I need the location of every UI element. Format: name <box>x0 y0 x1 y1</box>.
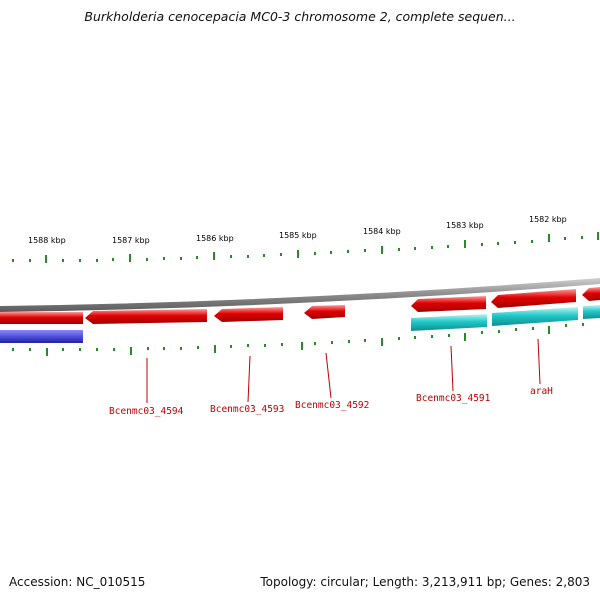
outer-major-ticks <box>45 232 599 263</box>
scale-label: 1583 kbp <box>446 221 484 230</box>
map-title: Burkholderia cenocepacia MC0-3 chromosom… <box>84 9 516 24</box>
gene-arrow[interactable] <box>214 307 283 322</box>
accession-text: Accession: NC_010515 <box>9 575 146 589</box>
scale-label: 1584 kbp <box>363 227 401 236</box>
chromosome-backbone <box>0 278 600 312</box>
gene-arrow[interactable] <box>0 312 83 324</box>
forward-strand-genes <box>0 287 600 324</box>
scale-label: 1588 kbp <box>28 236 66 245</box>
gene-arrow[interactable] <box>411 296 486 312</box>
gene-arrow[interactable] <box>491 289 576 308</box>
cyan-feature[interactable] <box>492 307 578 326</box>
scale-label: 1582 kbp <box>529 215 567 224</box>
genome-summary-text: Topology: circular; Length: 3,213,911 bp… <box>260 575 590 589</box>
lower-band-features <box>0 305 600 343</box>
inner-ticks <box>12 323 584 351</box>
blue-feature[interactable] <box>0 330 83 343</box>
cyan-feature[interactable] <box>583 305 600 319</box>
scale-label: 1587 kbp <box>112 236 150 245</box>
gene-label[interactable]: araH <box>530 386 553 397</box>
scale-label: 1586 kbp <box>196 234 234 243</box>
cyan-feature[interactable] <box>411 314 487 331</box>
gene-label[interactable]: Bcenmc03_4594 <box>109 406 184 417</box>
gene-arrow[interactable] <box>304 305 345 319</box>
gene-label[interactable]: Bcenmc03_4592 <box>295 400 369 411</box>
outer-ticks <box>12 236 583 262</box>
gene-label[interactable]: Bcenmc03_4591 <box>416 393 491 404</box>
gene-arrow[interactable] <box>85 309 207 324</box>
gene-arrow[interactable] <box>582 287 600 301</box>
gene-label[interactable]: Bcenmc03_4593 <box>210 404 284 415</box>
inner-major-ticks <box>46 326 550 356</box>
leader-lines <box>146 338 541 403</box>
scale-label: 1585 kbp <box>279 231 317 240</box>
